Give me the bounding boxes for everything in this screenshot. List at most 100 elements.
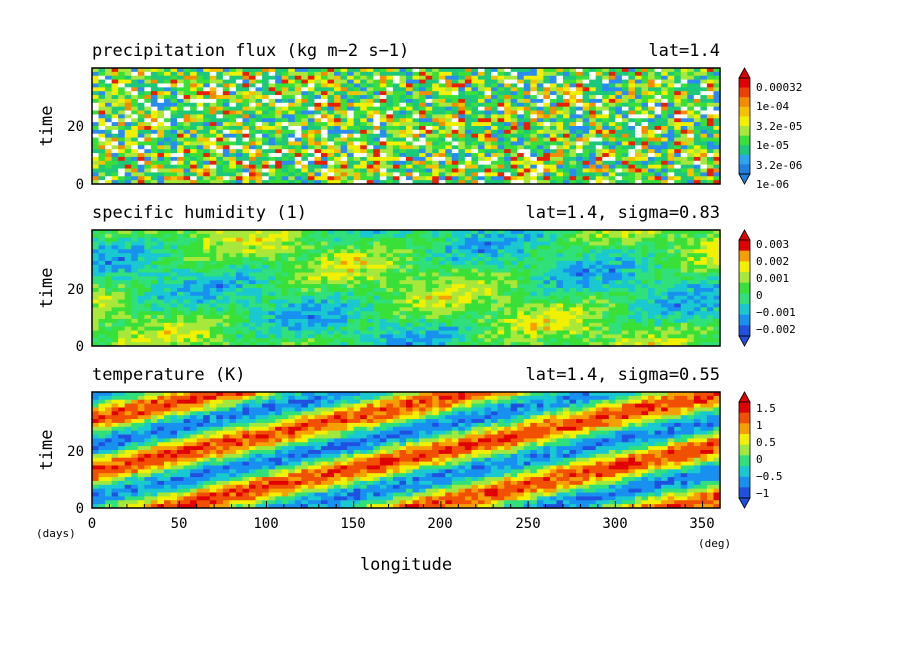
heatmap-cell: [262, 149, 270, 154]
heatmap-cell: [144, 79, 152, 84]
heatmap-cell: [334, 141, 341, 146]
heatmap-cell: [163, 98, 171, 104]
heatmap-cell: [92, 180, 99, 185]
heatmap-cell: [425, 264, 433, 270]
heatmap-cell: [582, 137, 590, 142]
heatmap-cell: [98, 172, 106, 177]
heatmap-cell: [504, 288, 512, 293]
heatmap-cell: [327, 253, 335, 258]
heatmap-cell: [98, 160, 106, 166]
heatmap-cell: [412, 245, 420, 250]
heatmap-cell: [700, 164, 708, 169]
heatmap-cell: [445, 172, 453, 177]
heatmap-cell: [595, 164, 603, 169]
heatmap-cell: [589, 276, 597, 281]
heatmap-cell: [137, 257, 145, 262]
heatmap-cell: [412, 176, 420, 181]
heatmap-cell: [334, 264, 341, 270]
heatmap-cell: [458, 295, 466, 300]
heatmap-cell: [432, 303, 440, 308]
heatmap-cell: [706, 272, 714, 277]
heatmap-cell: [517, 145, 525, 150]
heatmap-cell: [530, 164, 538, 169]
heatmap-cell: [517, 303, 525, 308]
heatmap-cell: [386, 260, 394, 266]
heatmap-cell: [517, 288, 525, 293]
heatmap-cell: [608, 268, 616, 273]
heatmap-cell: [347, 280, 355, 285]
heatmap-cell: [510, 75, 518, 80]
heatmap-cell: [294, 137, 302, 142]
heatmap-cell: [706, 245, 714, 250]
heatmap-cell: [314, 288, 322, 293]
heatmap-cell: [150, 280, 158, 285]
heatmap-cell: [275, 91, 283, 96]
heatmap-cell: [667, 137, 675, 142]
heatmap-cell: [334, 299, 341, 304]
heatmap-cell: [340, 237, 348, 242]
heatmap-cell: [713, 145, 721, 150]
heatmap-cell: [700, 79, 708, 84]
heatmap-cell: [543, 172, 551, 177]
heatmap-cell: [621, 156, 629, 162]
heatmap-cell: [484, 83, 492, 88]
heatmap-cell: [177, 145, 184, 150]
heatmap-cell: [347, 276, 355, 281]
heatmap-cell: [569, 106, 577, 111]
heatmap-cell: [386, 79, 394, 84]
heatmap-cell: [353, 156, 361, 162]
heatmap-cell: [203, 280, 211, 285]
heatmap-cell: [517, 295, 525, 300]
heatmap-cell: [510, 237, 518, 242]
heatmap-cell: [563, 307, 570, 312]
heatmap-cell: [98, 280, 106, 285]
heatmap-cell: [392, 122, 400, 127]
heatmap-cell: [549, 291, 557, 297]
heatmap-cell: [576, 126, 584, 131]
heatmap-cell: [706, 176, 714, 181]
heatmap-cell: [301, 110, 309, 115]
heatmap-cell: [477, 102, 485, 108]
heatmap-cell: [589, 110, 597, 115]
heatmap-cell: [209, 114, 217, 119]
heatmap-cell: [216, 245, 224, 250]
heatmap-cell: [281, 87, 289, 92]
heatmap-cell: [307, 180, 315, 185]
heatmap-cell: [268, 172, 276, 177]
heatmap-cell: [288, 264, 296, 270]
heatmap-cell: [340, 230, 348, 235]
heatmap-cell: [216, 280, 224, 285]
heatmap-cell: [281, 295, 289, 300]
heatmap-cell: [163, 172, 171, 177]
heatmap-cell: [543, 129, 551, 135]
heatmap-cell: [491, 280, 498, 285]
heatmap-cell: [105, 79, 113, 84]
heatmap-cell: [713, 233, 721, 239]
heatmap-cell: [281, 241, 289, 246]
heatmap-cell: [641, 284, 649, 289]
heatmap-cell: [386, 180, 394, 185]
heatmap-cell: [255, 291, 263, 297]
heatmap-cell: [177, 272, 184, 277]
heatmap-cell: [340, 172, 348, 177]
heatmap-cell: [379, 291, 387, 297]
heatmap-cell: [144, 249, 152, 254]
heatmap-cell: [641, 71, 649, 77]
heatmap-cell: [92, 153, 99, 158]
heatmap-cell: [621, 129, 629, 135]
heatmap-cell: [602, 129, 610, 135]
heatmap-cell: [419, 245, 427, 250]
heatmap-cell: [700, 126, 708, 131]
heatmap-cell: [340, 295, 348, 300]
heatmap-cell: [543, 230, 551, 235]
heatmap-cell: [641, 268, 649, 273]
heatmap-cell: [320, 307, 328, 312]
heatmap-cell: [504, 245, 512, 250]
heatmap-cell: [373, 295, 381, 300]
heatmap-cell: [294, 126, 302, 131]
heatmap-cell: [412, 253, 420, 258]
heatmap-cell: [301, 311, 309, 316]
heatmap-cell: [693, 164, 701, 169]
heatmap-cell: [209, 122, 217, 127]
heatmap-cell: [425, 153, 433, 158]
